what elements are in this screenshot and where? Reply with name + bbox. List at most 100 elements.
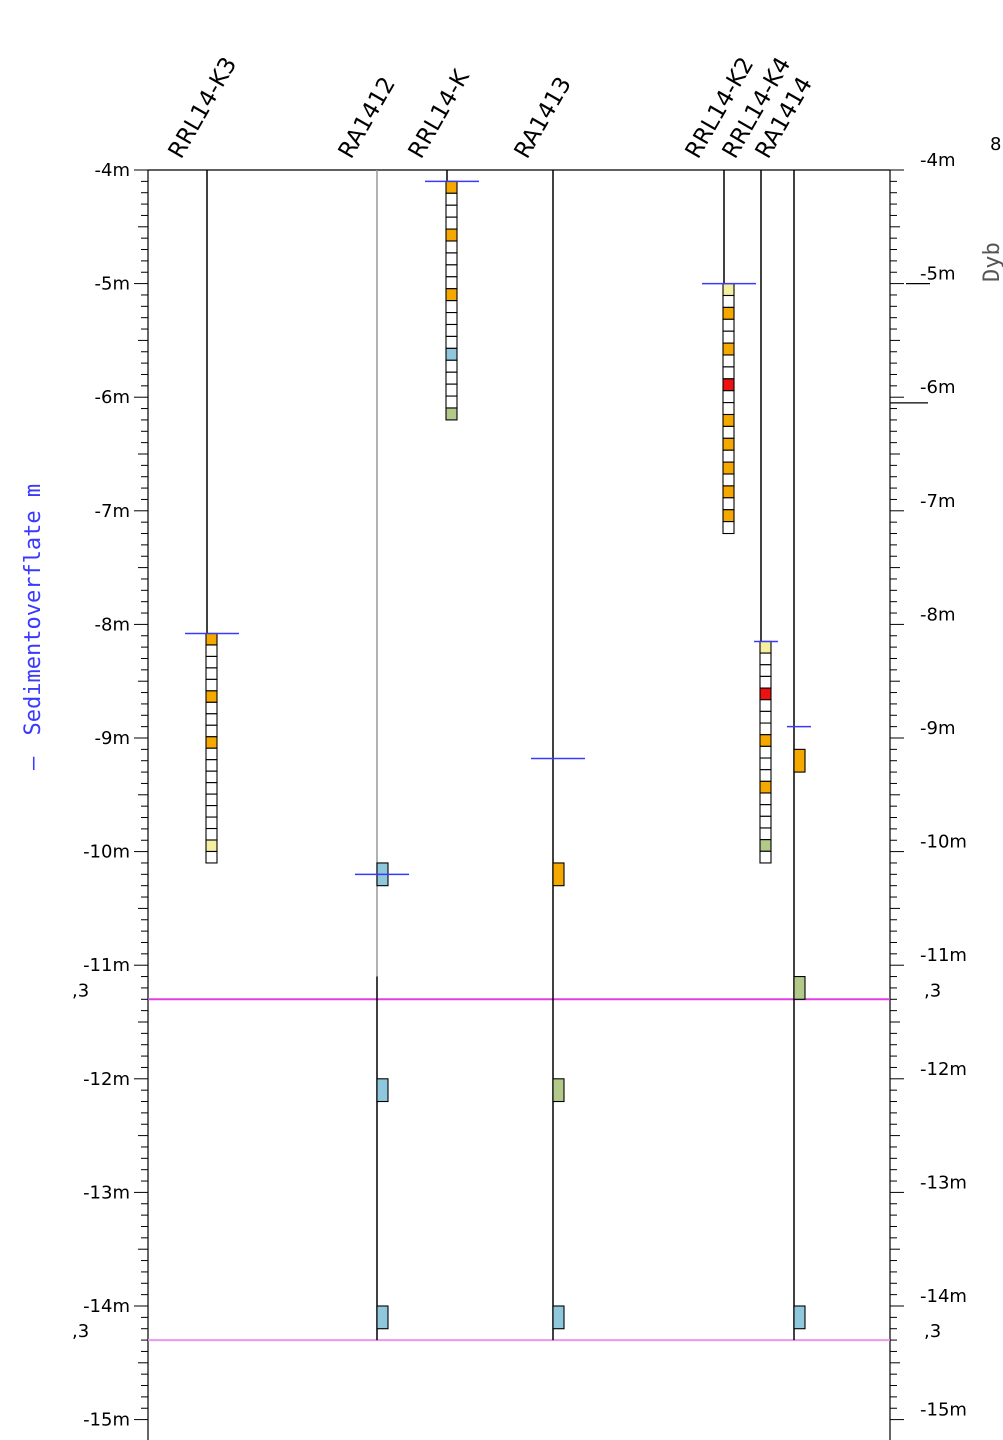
horizon-label-right: ,3 bbox=[924, 980, 941, 1001]
core-cell bbox=[445, 407, 458, 421]
core-cell bbox=[205, 827, 218, 841]
core-cell bbox=[722, 437, 735, 451]
left-axis-label: -10m bbox=[83, 842, 130, 863]
core-cell bbox=[722, 449, 735, 463]
core-cell bbox=[759, 699, 772, 712]
sample-block bbox=[376, 1305, 389, 1330]
sample-block bbox=[552, 1078, 565, 1103]
core-cell bbox=[445, 347, 458, 361]
core-cell bbox=[722, 402, 735, 416]
core-cell bbox=[759, 652, 772, 666]
core-cell bbox=[759, 710, 772, 724]
core-cell bbox=[205, 805, 218, 818]
right-axis-label: -6m bbox=[920, 377, 955, 398]
core-cell bbox=[445, 335, 458, 349]
core-cell bbox=[759, 687, 772, 701]
core-cell bbox=[722, 485, 735, 499]
core-cell bbox=[722, 306, 735, 320]
borehole-rrl14-k4 bbox=[754, 170, 778, 864]
left-axis-label: -4m bbox=[95, 160, 130, 181]
horizon-label-right: ,3 bbox=[924, 1321, 941, 1342]
right-axis-label: -11m bbox=[920, 945, 967, 966]
core-cell bbox=[205, 724, 218, 738]
right-axis-label: -5m bbox=[920, 264, 955, 285]
right-axis-label: -12m bbox=[920, 1059, 967, 1080]
core-cell bbox=[445, 312, 458, 326]
left-axis-label: -15m bbox=[83, 1410, 130, 1431]
core-cell bbox=[445, 252, 458, 266]
core-cell bbox=[722, 330, 735, 344]
core-cell bbox=[759, 792, 772, 806]
right-axis-label: -9m bbox=[920, 718, 955, 739]
core-cell bbox=[205, 759, 218, 772]
legend-dash: — bbox=[21, 756, 46, 770]
core-cell bbox=[722, 354, 735, 368]
core-cell bbox=[759, 780, 772, 794]
core-cell bbox=[445, 228, 458, 242]
core-cell bbox=[445, 383, 458, 397]
core-cell bbox=[722, 318, 735, 332]
core-cell bbox=[722, 390, 735, 404]
sample-block bbox=[376, 1078, 389, 1103]
core-cell bbox=[205, 850, 218, 864]
reference-horizons: ,3 ,3 ,3 ,3 bbox=[72, 980, 941, 1342]
sample-block bbox=[552, 1305, 565, 1330]
right-axis-title-symbol: 8 bbox=[990, 134, 1001, 155]
core-cell bbox=[205, 770, 218, 784]
core-cell bbox=[205, 839, 218, 853]
right-axis-label: -13m bbox=[920, 1172, 967, 1193]
core-cell bbox=[759, 722, 772, 736]
core-cell bbox=[759, 815, 772, 829]
core-cell bbox=[722, 509, 735, 523]
right-axis-label: -7m bbox=[920, 491, 955, 512]
core-cell bbox=[205, 678, 218, 692]
left-axis-label: -14m bbox=[83, 1296, 130, 1317]
core-cell bbox=[205, 793, 218, 807]
core-cell bbox=[759, 734, 772, 747]
core-cell bbox=[722, 461, 735, 475]
core-cell bbox=[445, 395, 458, 409]
core-cell bbox=[205, 816, 218, 830]
svg-text:— Sedimentoverflate m: — Sedimentoverflate m bbox=[21, 484, 46, 770]
core-cell bbox=[759, 804, 772, 817]
depth-axes: -4m -5m -6m -7m -8m -9m -10m -11m -12m -13m -14m -1… bbox=[83, 150, 967, 1440]
core-cell bbox=[722, 521, 735, 535]
core-cell bbox=[722, 342, 735, 356]
core-cell bbox=[759, 745, 772, 759]
borehole-label: RA1413 bbox=[510, 73, 577, 163]
borehole-ra1413 bbox=[531, 170, 585, 1341]
core-cell bbox=[445, 240, 458, 254]
right-axis-title: Dyb bbox=[980, 242, 1003, 282]
core-cell bbox=[759, 827, 772, 841]
left-axis-label: -5m bbox=[95, 274, 130, 295]
legend: — Sedimentoverflate m bbox=[21, 484, 46, 770]
sample-block bbox=[793, 748, 806, 773]
core-cell bbox=[759, 839, 772, 852]
core-cell bbox=[445, 288, 458, 302]
right-axis-title-text: Dyb bbox=[980, 242, 1003, 282]
borehole-label: RA1412 bbox=[334, 73, 401, 163]
core-cell bbox=[445, 323, 458, 337]
boreholes bbox=[185, 170, 811, 1341]
right-axis-label: -8m bbox=[920, 604, 955, 625]
core-cell bbox=[205, 713, 218, 726]
core-cell bbox=[445, 264, 458, 278]
core-cell bbox=[445, 204, 458, 218]
core-cell bbox=[445, 192, 458, 206]
core-cell bbox=[445, 180, 458, 194]
borehole-label: RRL14-K bbox=[404, 65, 476, 163]
left-axis-label: -6m bbox=[95, 387, 130, 408]
borehole-rrl14-k3 bbox=[185, 170, 239, 864]
core-cell bbox=[722, 413, 735, 427]
core-cell bbox=[759, 640, 772, 654]
core-cell bbox=[205, 667, 218, 680]
core-cell bbox=[205, 632, 218, 646]
sample-block bbox=[793, 976, 806, 1000]
core-cell bbox=[445, 300, 458, 314]
core-cell bbox=[759, 769, 772, 782]
core-cell bbox=[445, 371, 458, 385]
borehole-label: RRL14-K3 bbox=[164, 53, 243, 163]
core-cell bbox=[722, 497, 735, 511]
borehole-rrl14-k2 bbox=[702, 170, 756, 535]
